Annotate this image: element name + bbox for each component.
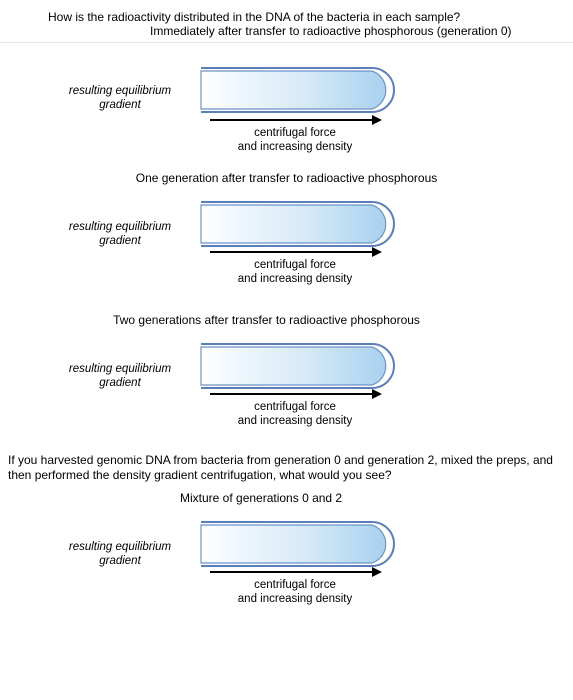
equilibrium-label: resulting equilibrium gradient xyxy=(60,363,180,391)
mixture-question: If you harvested genomic DNA from bacter… xyxy=(0,451,573,487)
centrifugal-arrow: centrifugal force and increasing density xyxy=(210,119,380,155)
tube-diagram xyxy=(200,201,395,247)
section-title: Two generations after transfer to radioa… xyxy=(0,309,573,327)
arrow-icon xyxy=(210,571,380,573)
centrifugal-label: centrifugal force and increasing density xyxy=(210,573,380,607)
centrifugal-arrow: centrifugal force and increasing density xyxy=(210,571,380,607)
question-line-1: How is the radioactivity distributed in … xyxy=(0,10,573,24)
arrow-icon xyxy=(210,251,380,253)
section-title: One generation after transfer to radioac… xyxy=(0,167,573,185)
centrifugal-label: centrifugal force and increasing density xyxy=(210,395,380,429)
tube-diagram xyxy=(200,521,395,567)
arrow-icon xyxy=(210,119,380,121)
section-gen-2: Two generations after transfer to radioa… xyxy=(0,309,573,451)
centrifugal-label: centrifugal force and increasing density xyxy=(210,121,380,155)
equilibrium-label: resulting equilibrium gradient xyxy=(60,221,180,249)
section-gen-1: One generation after transfer to radioac… xyxy=(0,167,573,309)
tube-diagram xyxy=(200,67,395,113)
equilibrium-label: resulting equilibrium gradient xyxy=(60,85,180,113)
centrifugal-label: centrifugal force and increasing density xyxy=(210,253,380,287)
section-mixture: Mixture of generations 0 and 2 resulting… xyxy=(0,487,573,637)
section-title: Mixture of generations 0 and 2 xyxy=(0,487,573,505)
centrifugal-arrow: centrifugal force and increasing density xyxy=(210,251,380,287)
arrow-icon xyxy=(210,393,380,395)
centrifugal-arrow: centrifugal force and increasing density xyxy=(210,393,380,429)
equilibrium-label: resulting equilibrium gradient xyxy=(60,541,180,569)
question-header: How is the radioactivity distributed in … xyxy=(0,10,573,43)
question-line-2: Immediately after transfer to radioactiv… xyxy=(0,24,573,38)
tube-diagram xyxy=(200,343,395,389)
section-gen-0: resulting equilibrium gradient centrifug… xyxy=(0,45,573,167)
